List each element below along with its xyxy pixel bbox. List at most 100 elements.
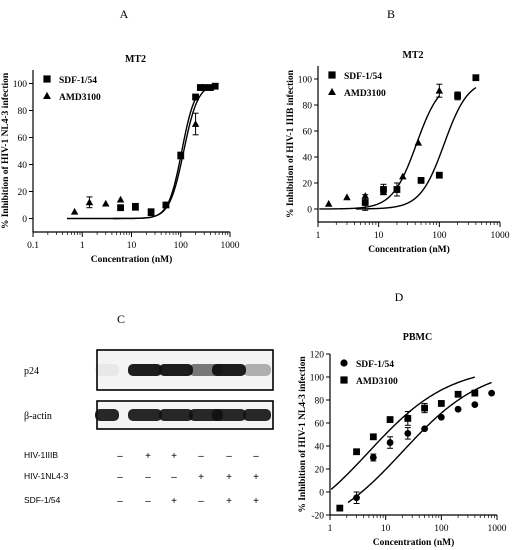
data-point	[162, 201, 170, 208]
data-point	[435, 86, 444, 94]
data-point	[454, 92, 461, 100]
data-point	[85, 198, 94, 206]
y-axis-label: % Inhibition of HIV-1 IIIB infection	[286, 69, 296, 218]
blot-band	[212, 409, 246, 421]
fit-curve	[112, 84, 216, 220]
x-tick-label: 100	[432, 231, 447, 241]
data-point	[207, 84, 214, 91]
condition-mark: +	[253, 472, 259, 483]
data-point	[435, 171, 443, 179]
y-tick-label: 60	[18, 134, 28, 144]
blot-band	[128, 364, 162, 376]
chart-panel-b: 0 20 40 60 80 100 1 10 100 1000 MT2 Concentration (…	[286, 50, 510, 255]
data-point	[353, 494, 360, 502]
condition-mark: +	[198, 472, 204, 483]
y-tick-label: 20	[303, 180, 313, 190]
x-tick-label: 1000	[491, 231, 510, 241]
y-tick-label: 100	[310, 374, 325, 384]
y-axis-label: % Inhibition of HIV-1 NL4-3 infection	[298, 356, 308, 513]
x-tick-label: 0.1	[27, 241, 39, 251]
condition-mark: –	[226, 451, 232, 462]
condition-mark: –	[198, 451, 204, 462]
condition-label: HIV-1IIIB	[24, 450, 58, 460]
data-point	[369, 454, 377, 461]
panel-letter-a: A	[120, 7, 129, 21]
data-point	[386, 439, 394, 446]
data-point	[70, 207, 79, 215]
fit-curve	[330, 376, 476, 490]
data-point	[117, 204, 124, 212]
condition-mark: –	[198, 496, 204, 507]
data-point	[421, 404, 428, 412]
y-tick-label: 80	[18, 107, 28, 117]
blot-band	[243, 409, 271, 421]
panel-letter-b: B	[387, 7, 395, 21]
data-point	[414, 138, 423, 146]
y-tick-label: 60	[303, 128, 313, 138]
condition-mark: +	[171, 451, 177, 462]
data-point	[471, 389, 479, 397]
y-tick-label: 40	[303, 154, 313, 164]
blot-band	[159, 364, 193, 376]
condition-mark: +	[171, 496, 177, 507]
data-point	[471, 401, 479, 408]
data-point	[393, 186, 401, 193]
y-tick-label: 40	[18, 161, 28, 171]
legend-label: SDF-1/54	[344, 72, 382, 82]
blot-band	[128, 409, 162, 421]
data-point	[488, 389, 496, 397]
data-point	[417, 177, 425, 184]
condition-mark: –	[253, 451, 259, 462]
x-tick-label: 1	[80, 241, 85, 251]
x-tick-label: 10	[381, 524, 391, 534]
data-point	[421, 425, 428, 433]
chart-title: MT2	[402, 50, 423, 61]
condition-mark: –	[117, 496, 123, 507]
data-point	[116, 195, 125, 203]
blot-row-label: β-actin	[24, 411, 52, 422]
data-point	[472, 74, 480, 82]
panel-letter-c: C	[117, 312, 125, 326]
fit-curve	[319, 95, 440, 210]
data-point	[399, 172, 407, 180]
data-point	[361, 192, 369, 199]
blot-band	[212, 364, 246, 376]
blot-band	[159, 409, 193, 421]
x-tick-label: 1	[328, 524, 333, 534]
y-tick-label: 20	[18, 188, 28, 198]
condition-mark: –	[145, 496, 151, 507]
blot-band	[95, 364, 119, 376]
condition-label: SDF-1/54	[24, 495, 61, 505]
data-point	[353, 448, 360, 456]
legend-label: AMD3100	[344, 89, 386, 99]
x-tick-label: 10	[374, 231, 384, 241]
data-point	[200, 84, 208, 91]
data-point	[404, 429, 412, 437]
x-axis-label: Concentration (nM)	[373, 537, 455, 548]
y-tick-label: 0	[22, 215, 27, 225]
condition-label: HIV-1NL4-3	[24, 471, 69, 481]
legend-marker	[328, 71, 336, 79]
x-axis-label: Concentration (nM)	[91, 254, 173, 265]
legend-label: SDF-1/54	[356, 360, 394, 370]
condition-mark: +	[253, 496, 259, 507]
x-tick-label: 1000	[221, 241, 240, 251]
data-point	[324, 199, 333, 207]
data-point	[102, 199, 110, 207]
condition-mark: –	[171, 472, 177, 483]
legend-marker	[43, 75, 51, 83]
data-point	[386, 416, 394, 423]
y-tick-label: 0	[319, 489, 324, 499]
data-point	[192, 93, 199, 101]
y-tick-label: 0	[307, 206, 312, 216]
legend-marker	[340, 359, 348, 367]
data-point	[343, 193, 351, 201]
fit-curve	[347, 381, 492, 504]
data-point	[191, 120, 200, 127]
data-point	[131, 203, 140, 211]
data-point	[336, 504, 344, 512]
y-tick-label: 80	[315, 397, 325, 407]
x-tick-label: 10	[127, 241, 137, 251]
